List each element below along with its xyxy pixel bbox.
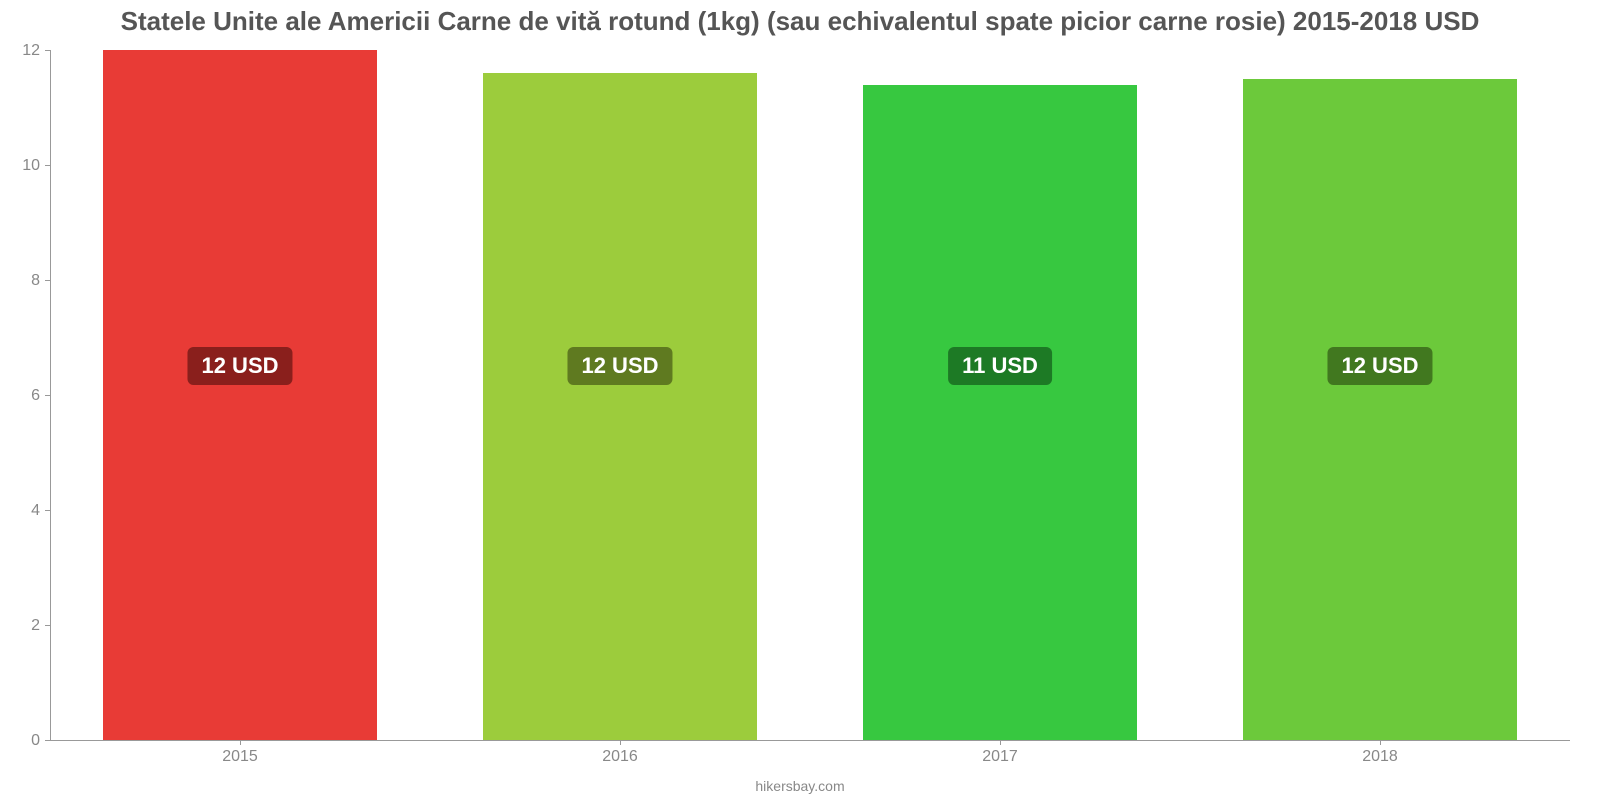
x-tick-label: 2018 (1330, 748, 1430, 766)
x-tick-mark (240, 740, 241, 745)
y-tick-mark (45, 625, 50, 626)
x-axis-line (50, 740, 1570, 741)
y-tick-mark (45, 740, 50, 741)
bar-value-badge: 11 USD (948, 347, 1052, 385)
bar (1243, 79, 1517, 740)
x-tick-label: 2017 (950, 748, 1050, 766)
bar-value-badge: 12 USD (1327, 347, 1432, 385)
x-tick-mark (1380, 740, 1381, 745)
chart-title: Statele Unite ale Americii Carne de vită… (0, 6, 1600, 37)
x-tick-mark (1000, 740, 1001, 745)
bar (483, 73, 757, 740)
bar (863, 85, 1137, 741)
x-tick-label: 2015 (190, 748, 290, 766)
bar-value-badge: 12 USD (187, 347, 292, 385)
y-tick-mark (45, 510, 50, 511)
y-tick-label: 12 (0, 42, 40, 60)
attribution-text: hikersbay.com (0, 778, 1600, 794)
x-tick-mark (620, 740, 621, 745)
y-tick-label: 8 (0, 272, 40, 290)
y-tick-mark (45, 395, 50, 396)
y-axis-line (50, 50, 51, 740)
y-tick-label: 6 (0, 387, 40, 405)
plot-area: 024681012201512 USD201612 USD201711 USD2… (50, 50, 1570, 740)
chart-container: Statele Unite ale Americii Carne de vită… (0, 0, 1600, 800)
bar-value-badge: 12 USD (567, 347, 672, 385)
bar (103, 50, 377, 740)
y-tick-mark (45, 50, 50, 51)
y-tick-label: 4 (0, 502, 40, 520)
y-tick-label: 0 (0, 732, 40, 750)
x-tick-label: 2016 (570, 748, 670, 766)
y-tick-label: 10 (0, 157, 40, 175)
y-tick-mark (45, 165, 50, 166)
y-tick-mark (45, 280, 50, 281)
y-tick-label: 2 (0, 617, 40, 635)
